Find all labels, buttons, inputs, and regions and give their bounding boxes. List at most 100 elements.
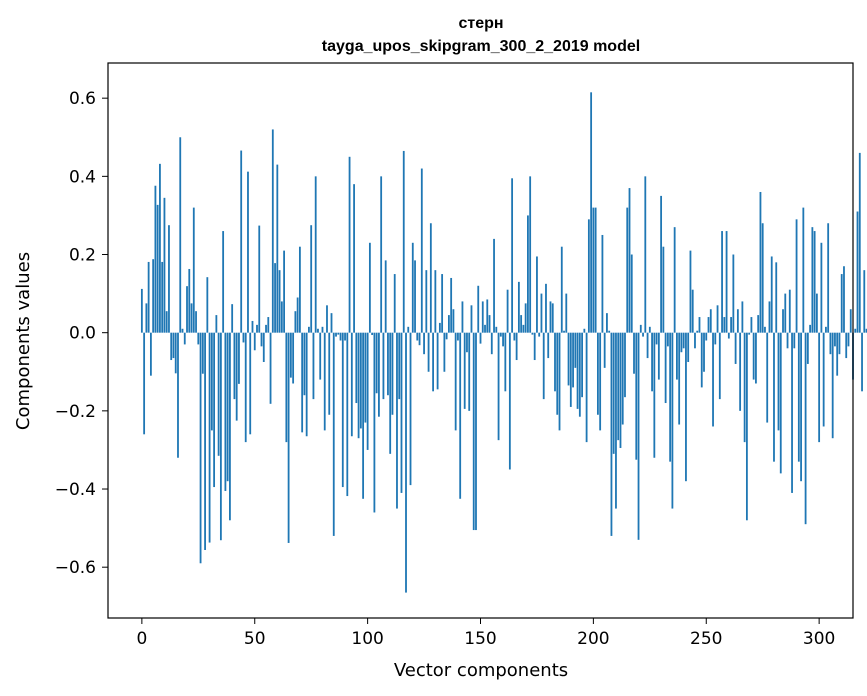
y-tick-label: 0.0	[69, 324, 96, 344]
bar	[635, 332, 638, 460]
bar	[687, 332, 690, 362]
y-axis-label: Components values	[13, 252, 34, 430]
bar	[700, 332, 703, 388]
bar	[750, 317, 753, 333]
bar	[865, 328, 867, 333]
bar	[856, 211, 859, 333]
plot-frame	[107, 62, 854, 619]
bar	[603, 332, 606, 368]
bar	[199, 332, 202, 564]
bar	[660, 195, 663, 333]
chart-title: стерн	[458, 15, 503, 32]
bar	[177, 332, 179, 458]
bar	[445, 332, 448, 340]
bar	[581, 332, 583, 398]
bar	[312, 332, 315, 400]
bar	[610, 332, 613, 536]
bar	[226, 332, 229, 482]
bar	[488, 315, 491, 333]
bar	[725, 231, 728, 333]
x-tick-label: 150	[464, 629, 496, 649]
bar	[294, 311, 297, 333]
bar	[393, 274, 396, 333]
bar	[511, 178, 514, 333]
bar	[766, 332, 769, 423]
bar	[773, 332, 775, 462]
bar	[434, 270, 437, 333]
bar	[145, 303, 148, 333]
bar	[691, 289, 694, 333]
bar	[583, 328, 586, 333]
bar	[757, 315, 760, 333]
bar	[727, 332, 730, 339]
bar	[463, 332, 466, 409]
bar	[538, 332, 541, 337]
bar	[551, 303, 554, 333]
bar	[409, 332, 412, 486]
bar	[348, 156, 351, 333]
bar	[366, 332, 369, 450]
x-tick-label: 100	[351, 629, 383, 649]
bar	[181, 328, 184, 333]
bar	[829, 332, 832, 355]
bar	[678, 332, 681, 425]
bar	[651, 332, 653, 392]
bar	[479, 332, 482, 344]
bar	[215, 315, 218, 333]
bar	[721, 231, 723, 333]
bar	[371, 332, 374, 336]
y-tick-label: 0.2	[69, 246, 96, 266]
bar	[633, 332, 635, 374]
bar	[698, 317, 701, 333]
bar	[639, 324, 642, 333]
bar	[429, 223, 432, 333]
bar	[359, 332, 362, 429]
bar	[461, 301, 464, 333]
bar	[174, 332, 177, 374]
bar	[147, 261, 150, 333]
bar	[820, 242, 823, 333]
bar	[804, 332, 807, 525]
bar	[493, 238, 495, 333]
bar	[258, 225, 261, 333]
bar	[630, 254, 633, 333]
bar	[569, 332, 572, 407]
bar	[508, 332, 511, 470]
bar	[303, 332, 306, 396]
bar	[705, 332, 708, 341]
bar	[353, 184, 355, 333]
bar	[229, 332, 231, 521]
bar	[204, 332, 206, 550]
bar	[788, 289, 791, 333]
bar	[822, 332, 825, 427]
bar	[843, 266, 845, 333]
bar	[676, 332, 678, 380]
bar	[224, 332, 227, 491]
bar	[468, 332, 471, 411]
bar	[323, 332, 326, 431]
bar	[567, 332, 570, 386]
bar	[231, 304, 234, 333]
bar	[436, 332, 439, 390]
bar	[764, 326, 766, 333]
bar	[219, 332, 222, 541]
bar	[298, 246, 301, 333]
bar	[296, 297, 299, 333]
bar	[140, 288, 143, 333]
bar	[159, 163, 161, 333]
bar	[615, 332, 617, 509]
bar	[260, 332, 263, 347]
bar	[373, 332, 376, 513]
bar	[301, 332, 304, 433]
bar	[840, 274, 843, 333]
bar	[317, 328, 319, 333]
bar	[743, 332, 746, 443]
bar	[170, 332, 173, 361]
bar	[416, 332, 419, 341]
bar	[149, 332, 152, 376]
bar	[786, 332, 789, 349]
bar	[653, 332, 656, 458]
bar	[289, 332, 292, 378]
bar	[818, 332, 821, 443]
